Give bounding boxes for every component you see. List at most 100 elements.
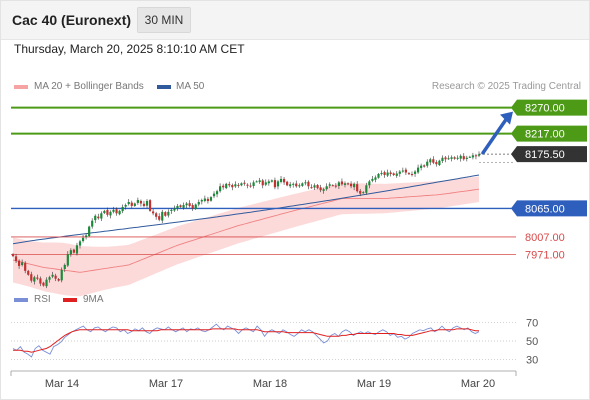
candle (228, 181, 231, 188)
candle-body (471, 155, 475, 158)
candle-body (307, 181, 310, 187)
candle (377, 173, 380, 179)
candle (203, 195, 206, 203)
rsi-ma-legend-swatch (63, 298, 77, 302)
candle (468, 155, 471, 158)
candle-body (240, 183, 243, 186)
candle-body (237, 184, 240, 186)
ma20-line (12, 188, 480, 273)
candle (331, 184, 334, 187)
candle-body (130, 202, 133, 206)
candle (155, 211, 158, 220)
candle-body (395, 173, 398, 176)
candle (255, 180, 258, 183)
candle (322, 187, 325, 194)
candle-body (337, 182, 340, 186)
timeframe-badge[interactable]: 30 MIN (137, 7, 191, 33)
candle (106, 207, 109, 217)
candle-body (456, 157, 459, 159)
candle-body (377, 173, 380, 178)
rsi-tick-label: 50 (526, 336, 538, 348)
candle-body (78, 241, 82, 246)
candle (432, 156, 435, 165)
candle-body (465, 157, 468, 159)
candle-body (206, 198, 210, 202)
rsi-tick-label: 30 (526, 355, 538, 367)
candle (231, 183, 234, 191)
candle-body (161, 211, 164, 221)
candle-body (84, 235, 88, 238)
candle-body (139, 200, 143, 204)
candle (212, 191, 216, 199)
candle-body (158, 216, 161, 220)
candle-body (319, 187, 322, 191)
candle-body (124, 204, 127, 207)
ma50-legend-label: MA 50 (176, 81, 205, 92)
candle (124, 203, 127, 210)
candle (11, 253, 15, 258)
candle (45, 277, 48, 289)
candle (289, 181, 292, 189)
candle (319, 184, 322, 193)
candle-body (279, 178, 283, 182)
candle (304, 179, 307, 186)
candle-body (267, 181, 270, 184)
candle-body (234, 184, 237, 187)
candle (188, 200, 191, 208)
level-tag (511, 99, 587, 116)
candle (456, 155, 459, 161)
candle (371, 175, 374, 183)
candle (392, 172, 395, 176)
candle-body (203, 198, 206, 201)
candle (139, 199, 143, 207)
level-label: 8175.50 (525, 149, 565, 161)
candle-body (167, 211, 170, 216)
candle-body (289, 184, 292, 187)
x-tick-label: Mar 20 (461, 378, 495, 390)
candle-body (261, 180, 264, 186)
candle (270, 179, 273, 183)
candle (401, 167, 404, 173)
candle (164, 211, 167, 217)
candle (66, 251, 69, 268)
candle (252, 180, 255, 189)
candle-body (444, 157, 447, 160)
candle (362, 191, 365, 194)
candle (325, 183, 328, 191)
rsi-legend-swatch (14, 298, 28, 302)
candle-body (340, 181, 344, 185)
candle-body (39, 278, 42, 284)
candle-body (164, 212, 167, 216)
candle-body (328, 184, 331, 186)
candle-body (91, 220, 94, 227)
candle-body (33, 277, 36, 282)
candle (136, 197, 139, 205)
candle-body (450, 157, 453, 159)
candle (185, 202, 188, 209)
candle-body (258, 180, 261, 182)
candle-body (36, 277, 39, 279)
candle (97, 213, 100, 220)
candle-body (197, 202, 200, 205)
candle (191, 203, 194, 211)
candle-body (11, 254, 15, 257)
candle (14, 253, 18, 263)
candle (206, 196, 210, 204)
candle-body (75, 245, 79, 254)
candle (410, 171, 414, 177)
candle (219, 183, 222, 193)
candle (173, 205, 176, 212)
rsi-legend-label: RSI (34, 294, 51, 305)
candle (243, 180, 246, 186)
candle-body (349, 183, 353, 187)
candle (389, 170, 392, 177)
candle-body (386, 172, 389, 176)
candle-body (246, 184, 249, 186)
candle-body (100, 213, 103, 219)
candle-body (322, 189, 325, 191)
candle (349, 181, 353, 189)
candle (334, 183, 337, 189)
candle (438, 159, 441, 167)
